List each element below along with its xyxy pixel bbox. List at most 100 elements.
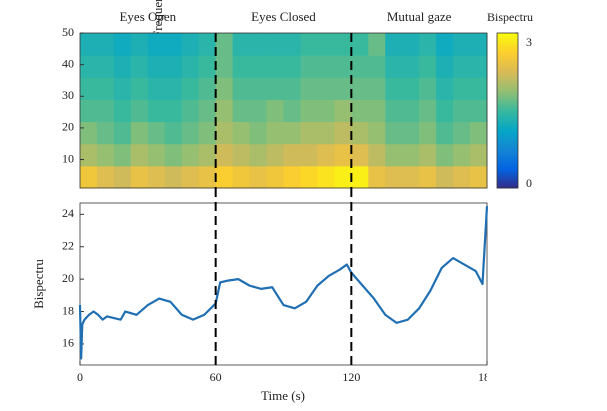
heatmap-cell: [198, 99, 217, 123]
heatmap-cell: [368, 143, 386, 167]
heatmap-cell: [385, 121, 403, 145]
heatmap-cell: [300, 99, 318, 123]
heatmap-cell: [283, 77, 301, 100]
heatmap-cell: [164, 99, 183, 123]
heatmap-cell: [181, 33, 200, 56]
y-tick-label: 50: [62, 25, 74, 39]
colorbar-step: [497, 126, 518, 130]
heatmap-cell: [419, 143, 437, 167]
heatmap-cell: [232, 55, 251, 78]
heatmap-cell: [198, 165, 217, 189]
heatmap-cell: [351, 55, 369, 78]
heatmap-cell: [283, 55, 301, 78]
heatmap-cell: [164, 165, 183, 189]
heatmap-cell: [164, 55, 183, 78]
colorbar-step: [497, 45, 518, 49]
heatmap-cell: [164, 77, 183, 100]
heatmap-cell: [334, 165, 352, 189]
heatmap-cell: [385, 33, 403, 56]
heatmap-cell: [385, 77, 403, 100]
heatmap-cell: [385, 165, 403, 189]
heatmap-cell: [334, 121, 352, 145]
heatmap-cell: [436, 99, 454, 123]
colorbar-step: [497, 84, 518, 88]
colorbar-step: [497, 133, 518, 137]
colorbar-tick-label: 0: [526, 176, 532, 190]
heatmap-cell: [164, 121, 183, 145]
colorbar-step: [497, 102, 518, 106]
heatmap-cell: [266, 99, 284, 123]
heatmap-cell: [419, 55, 437, 78]
heatmap-cell: [300, 143, 318, 167]
heatmap-cell: [198, 33, 217, 56]
heatmap-cell: [130, 165, 149, 189]
heatmap-cell: [351, 121, 369, 145]
heatmap-cell: [96, 165, 115, 189]
heatmap-cell: [147, 33, 166, 56]
heatmap-cell: [300, 33, 318, 56]
heatmap-cell: [368, 55, 386, 78]
heatmap-cell: [334, 33, 352, 56]
heatmap-cell: [96, 55, 115, 78]
heatmap-cell: [198, 143, 217, 167]
y-tick-label: 18: [62, 303, 74, 317]
heatmap-cell: [249, 99, 268, 123]
heatmap-cell: [198, 55, 217, 78]
heatmap-cell: [147, 55, 166, 78]
heatmap-cell: [232, 121, 251, 145]
heatmap-y-label: Frequency (Hz): [150, 0, 165, 38]
colorbar-step: [497, 74, 518, 78]
heatmap-cell: [96, 143, 115, 167]
colorbar-step: [497, 175, 518, 179]
heatmap-cell: [113, 121, 132, 145]
heatmap-cell: [300, 77, 318, 100]
colorbar-step: [497, 89, 518, 93]
heatmap-cell: [249, 33, 268, 56]
heatmap-cell: [402, 55, 420, 78]
x-tick-label: 180: [478, 370, 496, 384]
heatmap-cell: [249, 77, 268, 100]
colorbar-step: [497, 82, 518, 86]
heatmap-cell: [317, 33, 335, 56]
heatmap-cell: [470, 121, 488, 145]
colorbar-step: [497, 146, 518, 150]
heatmap-cell: [232, 165, 251, 189]
heatmap-cell: [368, 33, 386, 56]
colorbar-step: [497, 177, 518, 181]
heatmap-cell: [419, 165, 437, 189]
heatmap-cell: [283, 165, 301, 189]
heatmap-cell: [181, 77, 200, 100]
heatmap-cell: [453, 165, 471, 189]
colorbar-step: [497, 159, 518, 163]
heatmap-cell: [266, 55, 284, 78]
colorbar-step: [497, 66, 518, 70]
heatmap-cell: [147, 77, 166, 100]
colorbar-step: [497, 87, 518, 91]
colorbar-step: [497, 64, 518, 68]
heatmap-cell: [181, 121, 200, 145]
colorbar-step: [497, 118, 518, 122]
heatmap-cell: [317, 143, 335, 167]
heatmap-cell: [80, 121, 98, 145]
heatmap-cell: [249, 143, 268, 167]
heatmap-cell: [317, 55, 335, 78]
heatmap-cell: [80, 33, 98, 56]
colorbar-step: [497, 48, 518, 52]
section-label: Eyes Closed: [251, 9, 316, 24]
heatmap-cell: [385, 55, 403, 78]
heatmap-cell: [80, 99, 98, 123]
heatmap-cell: [402, 121, 420, 145]
heatmap-cell: [232, 77, 251, 100]
heatmap-cell: [147, 99, 166, 123]
heatmap-cell: [96, 33, 115, 56]
heatmap-cell: [198, 121, 217, 145]
heatmap-cell: [334, 77, 352, 100]
y-tick-label: 22: [62, 238, 74, 252]
x-tick-labels: 0 60 120 180: [77, 370, 496, 384]
y-tick-label: 16: [62, 336, 74, 350]
heatmap-cell: [351, 143, 369, 167]
heatmap-cell: [181, 165, 200, 189]
section-label: Eyes Open: [119, 9, 176, 24]
heatmap-cell: [215, 33, 234, 56]
heatmap-cell: [113, 55, 132, 78]
